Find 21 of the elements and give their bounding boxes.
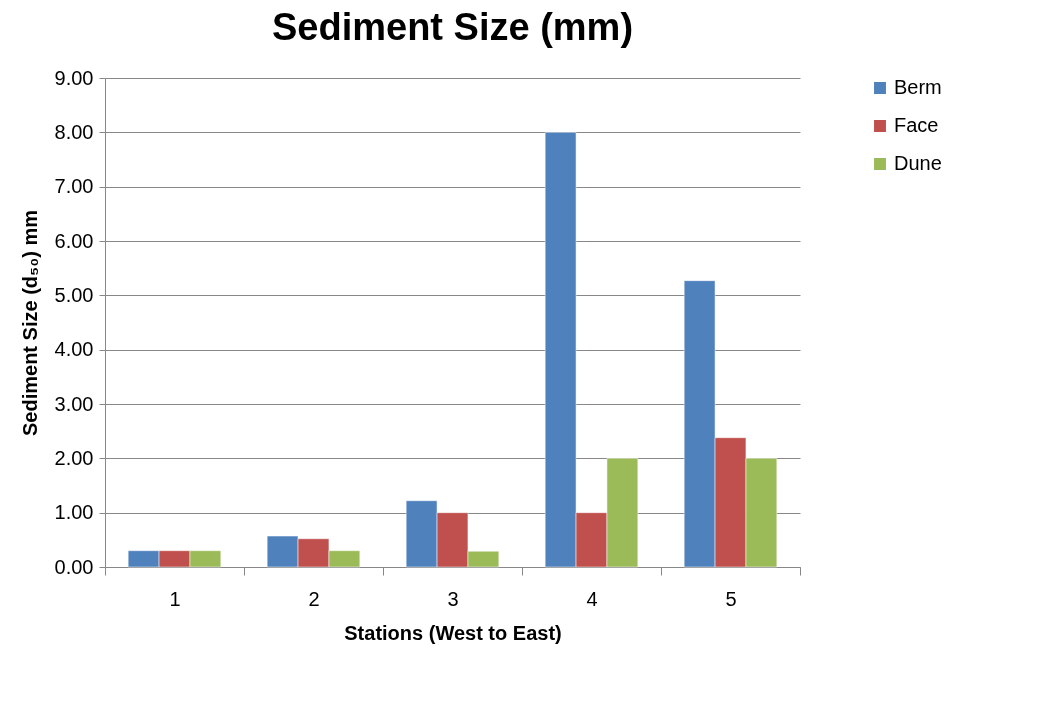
y-tick-label: 7.00 xyxy=(54,175,94,198)
x-tick-label: 4 xyxy=(586,587,598,610)
legend-label: Dune xyxy=(894,152,942,174)
y-tick-label: 3.00 xyxy=(54,392,94,415)
y-tick-label: 9.00 xyxy=(54,66,94,89)
y-tick-label: 1.00 xyxy=(54,501,94,524)
chart-title: Sediment Size (mm) xyxy=(271,6,634,48)
x-tick-label: 1 xyxy=(169,587,181,610)
y-tick-label: 8.00 xyxy=(54,120,94,143)
y-axis-title: Sediment Size (d₅₀) mm xyxy=(18,210,41,436)
y-tick-label: 5.00 xyxy=(54,283,94,306)
y-tick-label: 0.00 xyxy=(54,555,94,578)
y-tick-label: 4.00 xyxy=(54,338,94,361)
legend-label: Face xyxy=(894,114,939,136)
legend-label: Berm xyxy=(894,76,942,98)
x-tick-label: 3 xyxy=(447,587,459,610)
x-tick-label: 2 xyxy=(308,587,320,610)
x-tick-label: 5 xyxy=(725,587,737,610)
y-tick-label: 6.00 xyxy=(54,229,94,252)
y-tick-label: 2.00 xyxy=(54,446,94,469)
x-axis-title: Stations (West to East) xyxy=(344,621,562,644)
